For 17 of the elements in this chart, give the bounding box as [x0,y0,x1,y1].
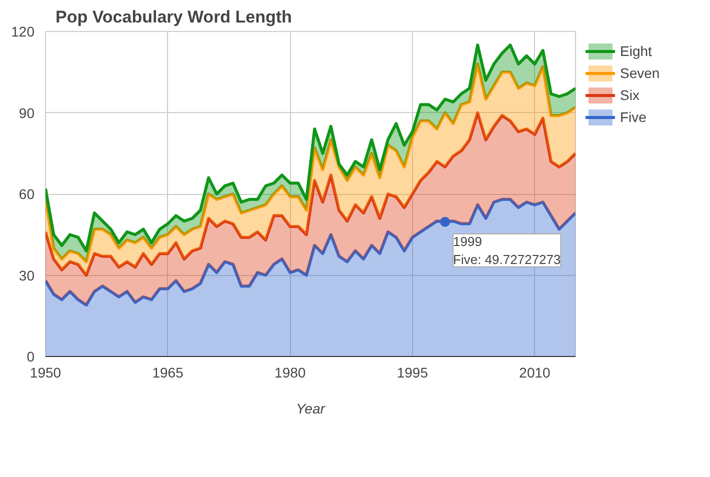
legend-label: Seven [620,65,660,81]
x-tick-label: 1950 [30,364,62,380]
legend-label: Eight [620,43,652,59]
x-tick-label: 1980 [274,364,306,380]
x-tick-label: 1965 [152,364,184,380]
y-tick-label: 120 [11,24,35,40]
x-tick-label: 1995 [396,364,428,380]
annotation: 1999 Five: 49.72727273 [453,234,561,267]
y-tick-label: 30 [18,267,35,284]
x-tick-label: 2010 [519,364,551,380]
legend-label: Six [620,87,640,103]
y-tick-label: 60 [18,186,35,202]
legend-label: Five [620,109,646,125]
y-tick-label: 0 [26,348,35,364]
chart-title: Pop Vocabulary Word Length [56,8,292,26]
y-tick-label: 90 [18,104,35,121]
x-axis-title: Year [296,400,326,416]
